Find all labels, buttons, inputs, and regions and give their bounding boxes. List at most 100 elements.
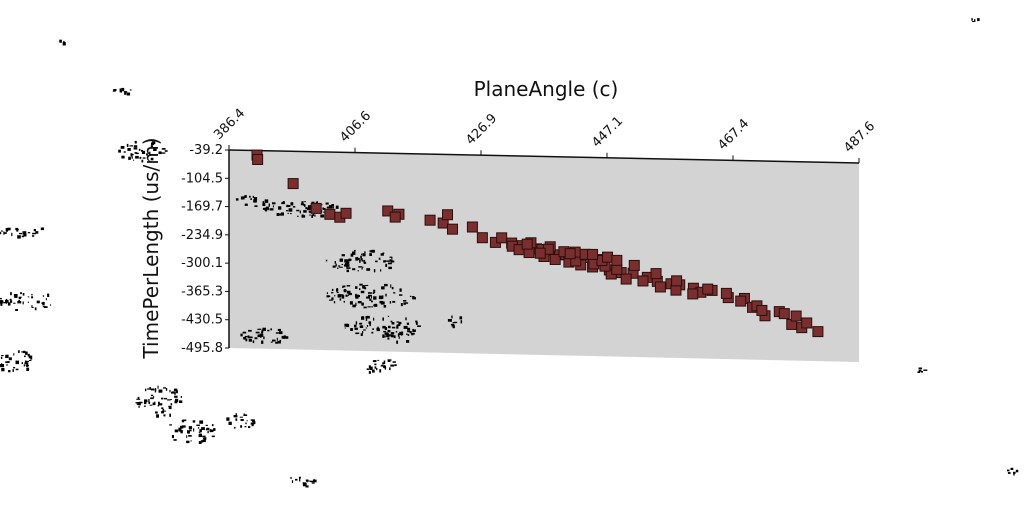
speckle <box>254 337 258 340</box>
speckle <box>346 269 349 273</box>
speckle <box>262 327 266 331</box>
speckle <box>407 334 410 336</box>
speckle <box>303 210 307 213</box>
speckle <box>260 336 262 338</box>
speckle <box>186 435 188 438</box>
speckle <box>395 331 398 333</box>
speckle <box>389 367 391 371</box>
speckle <box>180 430 183 434</box>
speckle <box>203 437 207 440</box>
speckle <box>372 369 375 373</box>
speckle <box>11 232 13 237</box>
speckle <box>36 300 40 304</box>
speckle <box>28 355 33 359</box>
speckle <box>364 287 367 290</box>
speckle <box>21 362 23 364</box>
speckle <box>398 336 400 339</box>
speckle <box>213 428 216 431</box>
speckle <box>134 140 137 144</box>
speckle <box>153 141 156 145</box>
speckle <box>398 321 402 325</box>
speckle <box>359 325 364 328</box>
speckle <box>149 387 151 390</box>
speckle <box>240 196 245 200</box>
speckle <box>246 420 248 422</box>
speckle <box>206 427 210 431</box>
speckle <box>262 202 266 206</box>
speckle <box>198 441 202 444</box>
speckle <box>163 387 167 389</box>
y-tick-label: -234.9 <box>181 228 223 243</box>
speckle <box>27 296 30 298</box>
speckle <box>277 340 281 344</box>
speckle <box>15 368 19 371</box>
speckle <box>378 257 381 260</box>
speckle <box>334 295 336 297</box>
speckle <box>0 356 3 359</box>
speckle <box>365 284 369 286</box>
speckle <box>12 369 14 372</box>
speckle <box>298 476 301 479</box>
speckle <box>3 232 7 234</box>
speckle <box>333 301 336 304</box>
speckle <box>150 388 155 391</box>
speckle <box>170 399 172 400</box>
speckle <box>163 148 165 150</box>
speckle <box>121 155 125 159</box>
speckle <box>13 302 16 304</box>
speckle <box>24 362 27 365</box>
speckle <box>136 403 140 405</box>
speckle <box>138 406 140 408</box>
speckle <box>29 360 32 361</box>
speckle <box>311 214 313 218</box>
speckle <box>341 295 345 299</box>
speckle <box>35 231 39 234</box>
speckle <box>375 260 378 263</box>
y-tick-label: -39.2 <box>189 143 223 158</box>
speckle <box>454 321 458 324</box>
speckle <box>344 323 348 327</box>
speckle <box>262 201 265 204</box>
speckle <box>320 214 325 218</box>
speckle <box>384 365 387 369</box>
speckle <box>389 259 393 262</box>
speckle <box>368 365 371 368</box>
speckle <box>276 337 278 341</box>
speckle <box>1013 471 1016 474</box>
speckle <box>140 156 142 159</box>
speckle <box>179 400 183 403</box>
data-point <box>720 287 732 299</box>
speckle <box>412 296 415 298</box>
speckle <box>25 364 29 367</box>
speckle <box>198 431 201 433</box>
speckle <box>167 399 171 401</box>
speckle <box>309 214 311 216</box>
speckle <box>144 405 146 407</box>
speckle <box>263 336 265 340</box>
speckle <box>267 208 269 211</box>
speckle <box>307 207 311 211</box>
data-point <box>601 251 613 263</box>
speckle <box>135 152 139 155</box>
speckle <box>24 355 26 358</box>
speckle <box>205 424 208 426</box>
speckle <box>127 148 131 151</box>
speckle <box>281 202 285 205</box>
speckle <box>299 478 301 482</box>
speckle <box>244 203 248 206</box>
speckle <box>396 340 398 344</box>
speckle <box>389 301 392 304</box>
speckle <box>155 411 158 414</box>
speckle <box>297 215 299 217</box>
speckle <box>359 288 361 291</box>
speckle <box>26 360 29 362</box>
speckle <box>399 294 403 296</box>
speckle <box>361 316 365 319</box>
speckle <box>1 355 4 357</box>
speckle <box>379 369 382 373</box>
speckle <box>382 295 384 299</box>
speckle <box>209 429 214 433</box>
y-tick-label: -430.5 <box>181 313 223 328</box>
speckle <box>33 229 36 232</box>
speckle <box>139 148 141 151</box>
